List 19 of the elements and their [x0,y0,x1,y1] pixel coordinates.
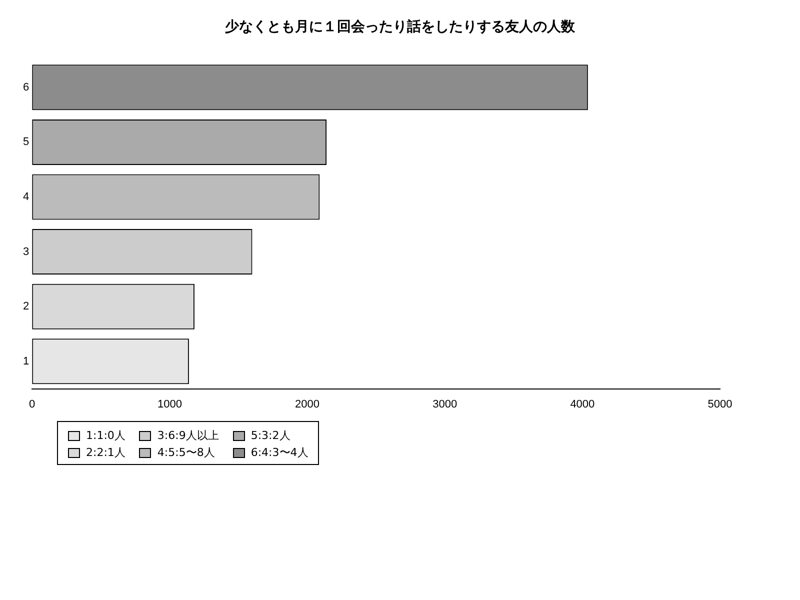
x-tick-label: 2000 [295,398,320,410]
legend-label: 4:5:5〜8人 [157,445,215,460]
y-tick-label: 4 [22,191,30,204]
legend-label: 3:6:9人以上 [157,428,219,443]
legend-label: 1:1:0人 [86,428,126,443]
y-tick-label: 5 [22,136,30,148]
y-tick-label: 2 [22,300,30,313]
y-tick-label: 1 [22,355,30,368]
legend-label: 5:3:2人 [250,428,290,443]
x-tick-label: 5000 [708,398,732,410]
y-tick-label: 6 [22,81,30,94]
x-tick-label: 1000 [157,398,182,410]
legend-label: 2:2:1人 [86,445,126,460]
x-tick-label: 3000 [432,398,458,410]
chart-title: 少なくとも月に１回会ったり話をしたりする友人の人数 [224,18,576,36]
legend-label: 6:4:3〜4人 [250,445,308,460]
x-tick-label: 0 [29,398,36,410]
y-tick-label: 3 [22,246,30,258]
x-tick-label: 4000 [570,398,595,410]
